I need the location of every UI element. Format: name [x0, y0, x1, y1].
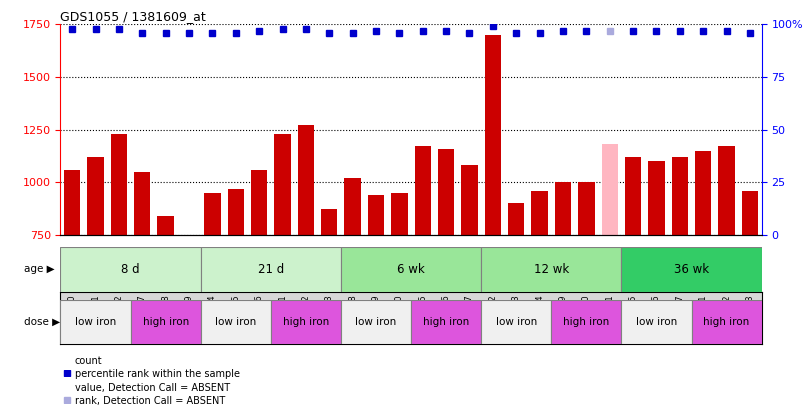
Bar — [601, 144, 618, 393]
Text: value, Detection Call = ABSENT: value, Detection Call = ABSENT — [75, 383, 230, 392]
Text: low iron: low iron — [75, 317, 116, 327]
Bar — [648, 161, 665, 393]
Text: GSM33555: GSM33555 — [629, 294, 638, 340]
Text: GSM33551: GSM33551 — [699, 294, 708, 340]
Bar — [414, 147, 431, 393]
Bar — [625, 157, 642, 393]
Bar — [578, 182, 595, 393]
Bar — [391, 193, 408, 393]
Text: GSM33562: GSM33562 — [488, 294, 497, 340]
Text: GSM33559: GSM33559 — [559, 294, 567, 340]
Bar — [621, 300, 692, 344]
Bar — [341, 247, 481, 292]
Bar — [251, 170, 268, 393]
Text: 36 wk: 36 wk — [674, 263, 709, 276]
Bar — [411, 300, 481, 344]
Bar — [297, 126, 314, 393]
Text: low iron: low iron — [496, 317, 537, 327]
Text: GSM33571: GSM33571 — [278, 294, 287, 340]
Text: GSM33560: GSM33560 — [582, 294, 591, 340]
Text: GSM33578: GSM33578 — [161, 294, 170, 340]
Text: GSM33574: GSM33574 — [208, 294, 217, 340]
Bar — [481, 300, 551, 344]
Text: low iron: low iron — [355, 317, 397, 327]
Text: GSM33565: GSM33565 — [418, 294, 427, 340]
Bar — [201, 300, 271, 344]
Bar — [621, 247, 762, 292]
Bar — [508, 203, 525, 393]
Bar — [671, 157, 688, 393]
Text: high iron: high iron — [423, 317, 469, 327]
Bar — [341, 300, 411, 344]
Text: GSM33568: GSM33568 — [348, 294, 357, 340]
Text: high iron: high iron — [283, 317, 329, 327]
Text: GSM33564: GSM33564 — [535, 294, 544, 340]
Text: count: count — [75, 356, 102, 366]
Bar — [321, 209, 338, 393]
Text: age ▶: age ▶ — [24, 264, 55, 274]
Bar — [718, 147, 735, 393]
Bar — [551, 300, 621, 344]
Bar — [157, 216, 174, 393]
Bar — [344, 178, 361, 393]
Bar — [484, 35, 501, 393]
Text: GSM33553: GSM33553 — [746, 294, 754, 340]
Bar — [204, 193, 221, 393]
Text: dose ▶: dose ▶ — [24, 317, 60, 327]
Bar — [227, 189, 244, 393]
Bar — [742, 191, 758, 393]
Bar — [274, 134, 291, 393]
Bar — [555, 182, 571, 393]
Bar — [531, 191, 548, 393]
Bar — [181, 239, 197, 393]
Bar — [695, 151, 712, 393]
Text: low iron: low iron — [215, 317, 256, 327]
Text: GSM33579: GSM33579 — [185, 294, 193, 340]
Bar — [271, 300, 341, 344]
Text: GSM33569: GSM33569 — [372, 294, 380, 340]
Bar — [438, 149, 455, 393]
Bar — [461, 165, 478, 393]
Bar — [481, 247, 621, 292]
Text: 12 wk: 12 wk — [534, 263, 569, 276]
Text: GSM33563: GSM33563 — [512, 294, 521, 340]
Text: GSM33561: GSM33561 — [605, 294, 614, 340]
Text: GDS1055 / 1381609_at: GDS1055 / 1381609_at — [60, 10, 206, 23]
Text: GSM33576: GSM33576 — [255, 294, 264, 340]
Text: GSM33580: GSM33580 — [68, 294, 77, 340]
Bar — [60, 247, 201, 292]
Bar — [692, 300, 762, 344]
Bar — [110, 134, 127, 393]
Text: GSM33557: GSM33557 — [675, 294, 684, 340]
Text: GSM33556: GSM33556 — [652, 294, 661, 340]
Text: GSM33575: GSM33575 — [231, 294, 240, 340]
Text: GSM33572: GSM33572 — [301, 294, 310, 340]
Text: 21 d: 21 d — [258, 263, 284, 276]
Text: GSM33577: GSM33577 — [138, 294, 147, 340]
Text: GSM33570: GSM33570 — [395, 294, 404, 340]
Text: high iron: high iron — [704, 317, 750, 327]
Bar — [134, 172, 151, 393]
Text: GSM33566: GSM33566 — [442, 294, 451, 340]
Text: GSM33552: GSM33552 — [722, 294, 731, 340]
Text: GSM33573: GSM33573 — [325, 294, 334, 340]
Text: rank, Detection Call = ABSENT: rank, Detection Call = ABSENT — [75, 396, 225, 405]
Bar — [131, 300, 201, 344]
Text: GSM33567: GSM33567 — [465, 294, 474, 340]
Text: GSM33581: GSM33581 — [91, 294, 100, 340]
Text: 6 wk: 6 wk — [397, 263, 425, 276]
Text: GSM33582: GSM33582 — [114, 294, 123, 340]
Bar — [368, 195, 384, 393]
Bar — [64, 170, 81, 393]
Text: 8 d: 8 d — [121, 263, 140, 276]
Text: high iron: high iron — [563, 317, 609, 327]
Bar — [60, 300, 131, 344]
Text: percentile rank within the sample: percentile rank within the sample — [75, 369, 240, 379]
Text: low iron: low iron — [636, 317, 677, 327]
Bar — [87, 157, 104, 393]
Bar — [201, 247, 341, 292]
Text: high iron: high iron — [143, 317, 189, 327]
